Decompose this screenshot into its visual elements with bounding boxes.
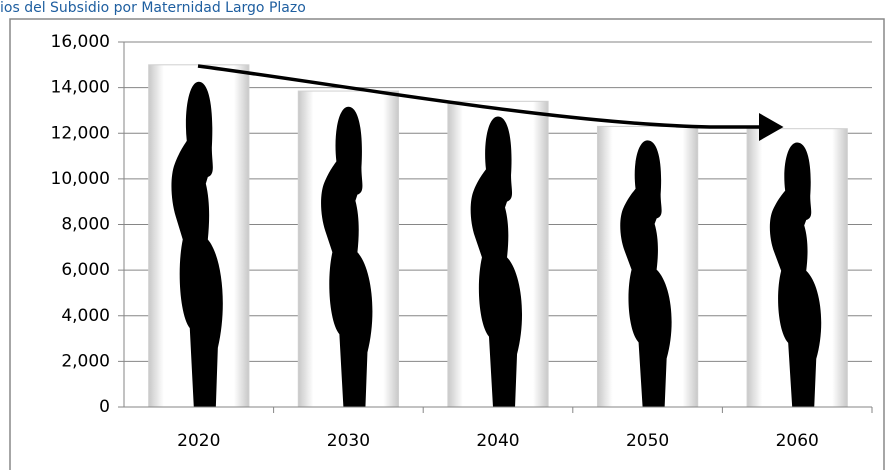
y-tick-label: 6,000 [61,260,110,280]
silhouette [769,142,822,408]
x-tick-label: 2030 [327,431,370,451]
x-tick-label: 2050 [626,431,669,451]
x-tick-label: 2040 [476,431,519,451]
chart-title: ios del Subsidio por Maternidad Largo Pl… [0,0,306,16]
y-tick-label: 14,000 [51,78,110,98]
y-tick-label: 4,000 [61,306,110,326]
y-tick-label: 2,000 [61,351,110,371]
silhouette [321,106,373,408]
y-tick-label: 10,000 [51,169,110,189]
y-tick-label: 16,000 [51,32,110,52]
trend-arrow [197,64,784,141]
silhouette [171,81,223,407]
x-tick-label: 2060 [776,431,819,451]
x-tick-label: 2020 [177,431,220,451]
plot-area: 0 2,000 4,000 6,000 8,000 10,000 12,000 14,000 1… [51,32,873,451]
silhouette [470,116,523,407]
silhouette [620,140,672,407]
y-tick-label: 12,000 [51,123,110,143]
chart-frame [9,18,885,470]
y-tick-label: 8,000 [61,215,110,235]
y-tick-label: 0 [99,397,110,417]
